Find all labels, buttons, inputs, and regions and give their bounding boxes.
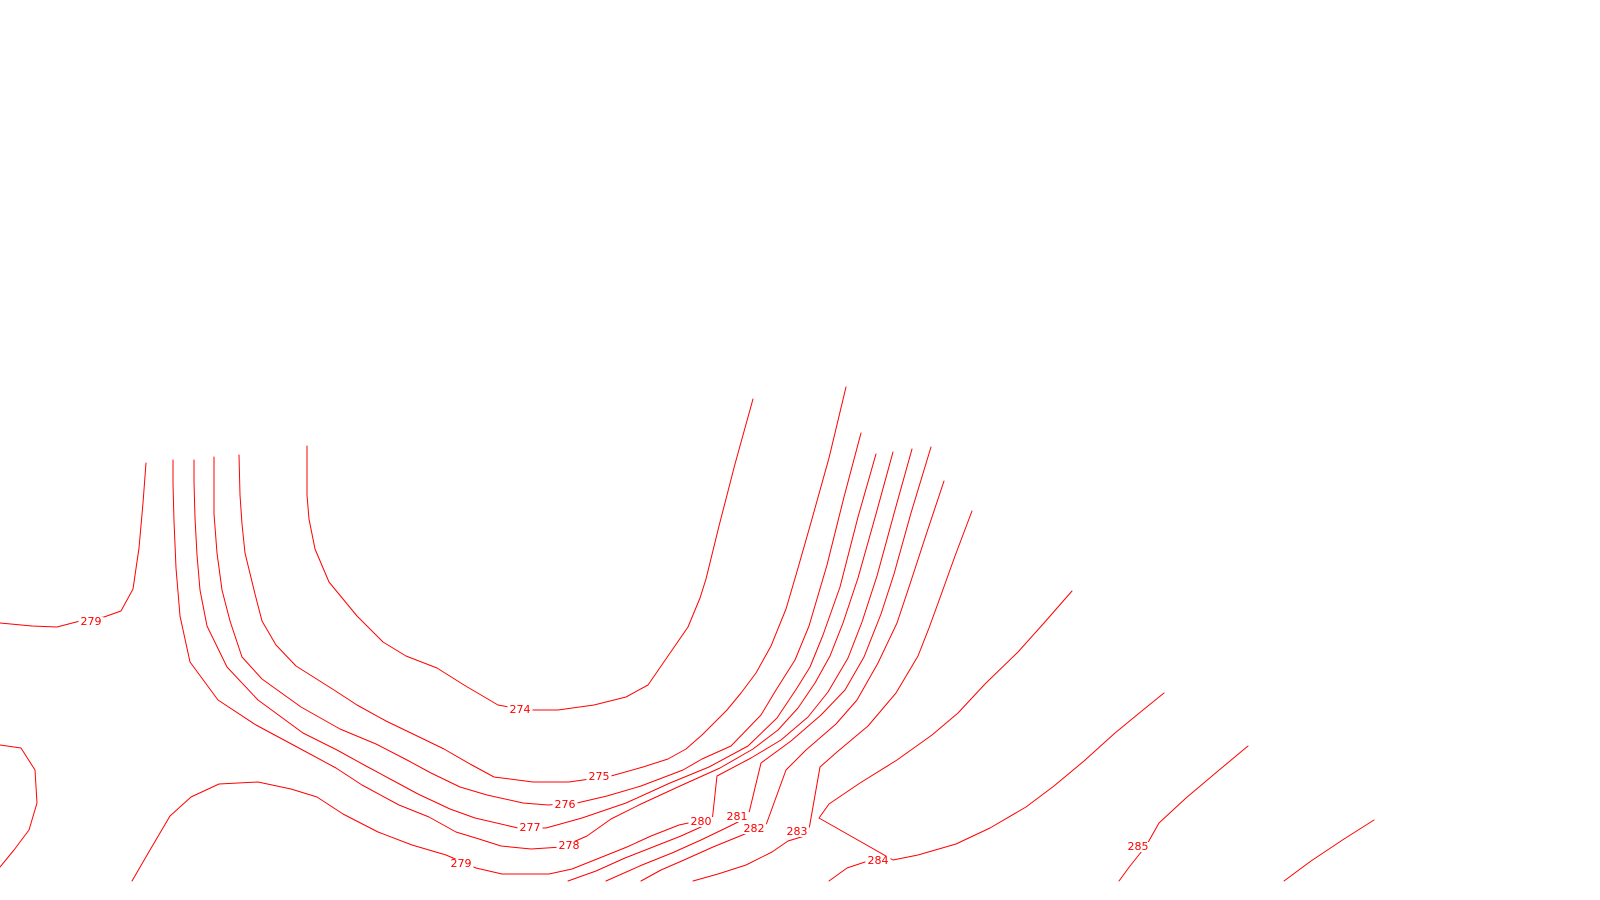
contour-label-background	[688, 817, 714, 827]
contour-line	[0, 744, 38, 868]
contour-label: 285	[1128, 840, 1149, 853]
contour-280: 280	[567, 448, 913, 882]
contour-line	[306, 398, 754, 711]
contour-278: 278	[172, 451, 894, 852]
contour-274: 274	[306, 398, 754, 716]
contour-277: 277	[193, 453, 877, 834]
contour-285: 285	[1118, 745, 1249, 882]
contour-label-background	[784, 827, 810, 837]
contour-label-background	[552, 800, 578, 810]
contour-label-background	[78, 617, 104, 627]
contour-label-background	[865, 856, 891, 866]
contour-line	[605, 446, 932, 882]
contour-label: 275	[589, 770, 610, 783]
contour-line	[692, 510, 973, 882]
contour-label-background	[586, 772, 612, 782]
contour-label: 279	[451, 857, 472, 870]
contour-line	[213, 432, 862, 806]
contour-284: 284	[818, 590, 1165, 867]
contour-line	[238, 386, 847, 783]
contour-label: 282	[744, 822, 765, 835]
contour-label: 279	[81, 615, 102, 628]
contour-line	[0, 462, 147, 628]
contour-275: 275	[238, 386, 847, 783]
contour-label: 274	[510, 703, 531, 716]
contour-282: 282	[640, 480, 945, 882]
contour-unlabeled	[1283, 819, 1375, 882]
contour-line	[1118, 745, 1249, 882]
contour-line	[567, 448, 913, 882]
contour-283: 283	[692, 510, 973, 882]
contour-label: 276	[555, 798, 576, 811]
contour-line	[828, 861, 866, 882]
contour-label: 281	[727, 810, 748, 823]
contour-line	[172, 451, 894, 850]
contour-279: 279	[131, 781, 694, 882]
contour-unlabeled	[828, 861, 866, 882]
contour-label: 283	[787, 825, 808, 838]
contour-281: 281	[605, 446, 932, 882]
contour-279: 279	[0, 462, 147, 628]
contour-label: 284	[868, 854, 889, 867]
contour-label-background	[507, 705, 533, 715]
contour-label: 277	[520, 821, 541, 834]
contour-line	[818, 590, 1165, 861]
contour-line	[131, 781, 694, 882]
contour-276: 276	[213, 432, 862, 811]
contour-label: 278	[559, 839, 580, 852]
contour-line	[1283, 819, 1375, 882]
contour-line	[193, 453, 877, 829]
contour-label-background	[448, 859, 474, 869]
contour-label: 280	[691, 815, 712, 828]
contour-label-background	[724, 812, 750, 822]
contour-label-background	[517, 823, 543, 833]
contour-label-background	[1125, 842, 1151, 852]
contour-line	[640, 480, 945, 882]
contour-label-background	[741, 824, 767, 834]
contour-label-background	[556, 841, 582, 851]
contour-unlabeled	[0, 744, 38, 868]
